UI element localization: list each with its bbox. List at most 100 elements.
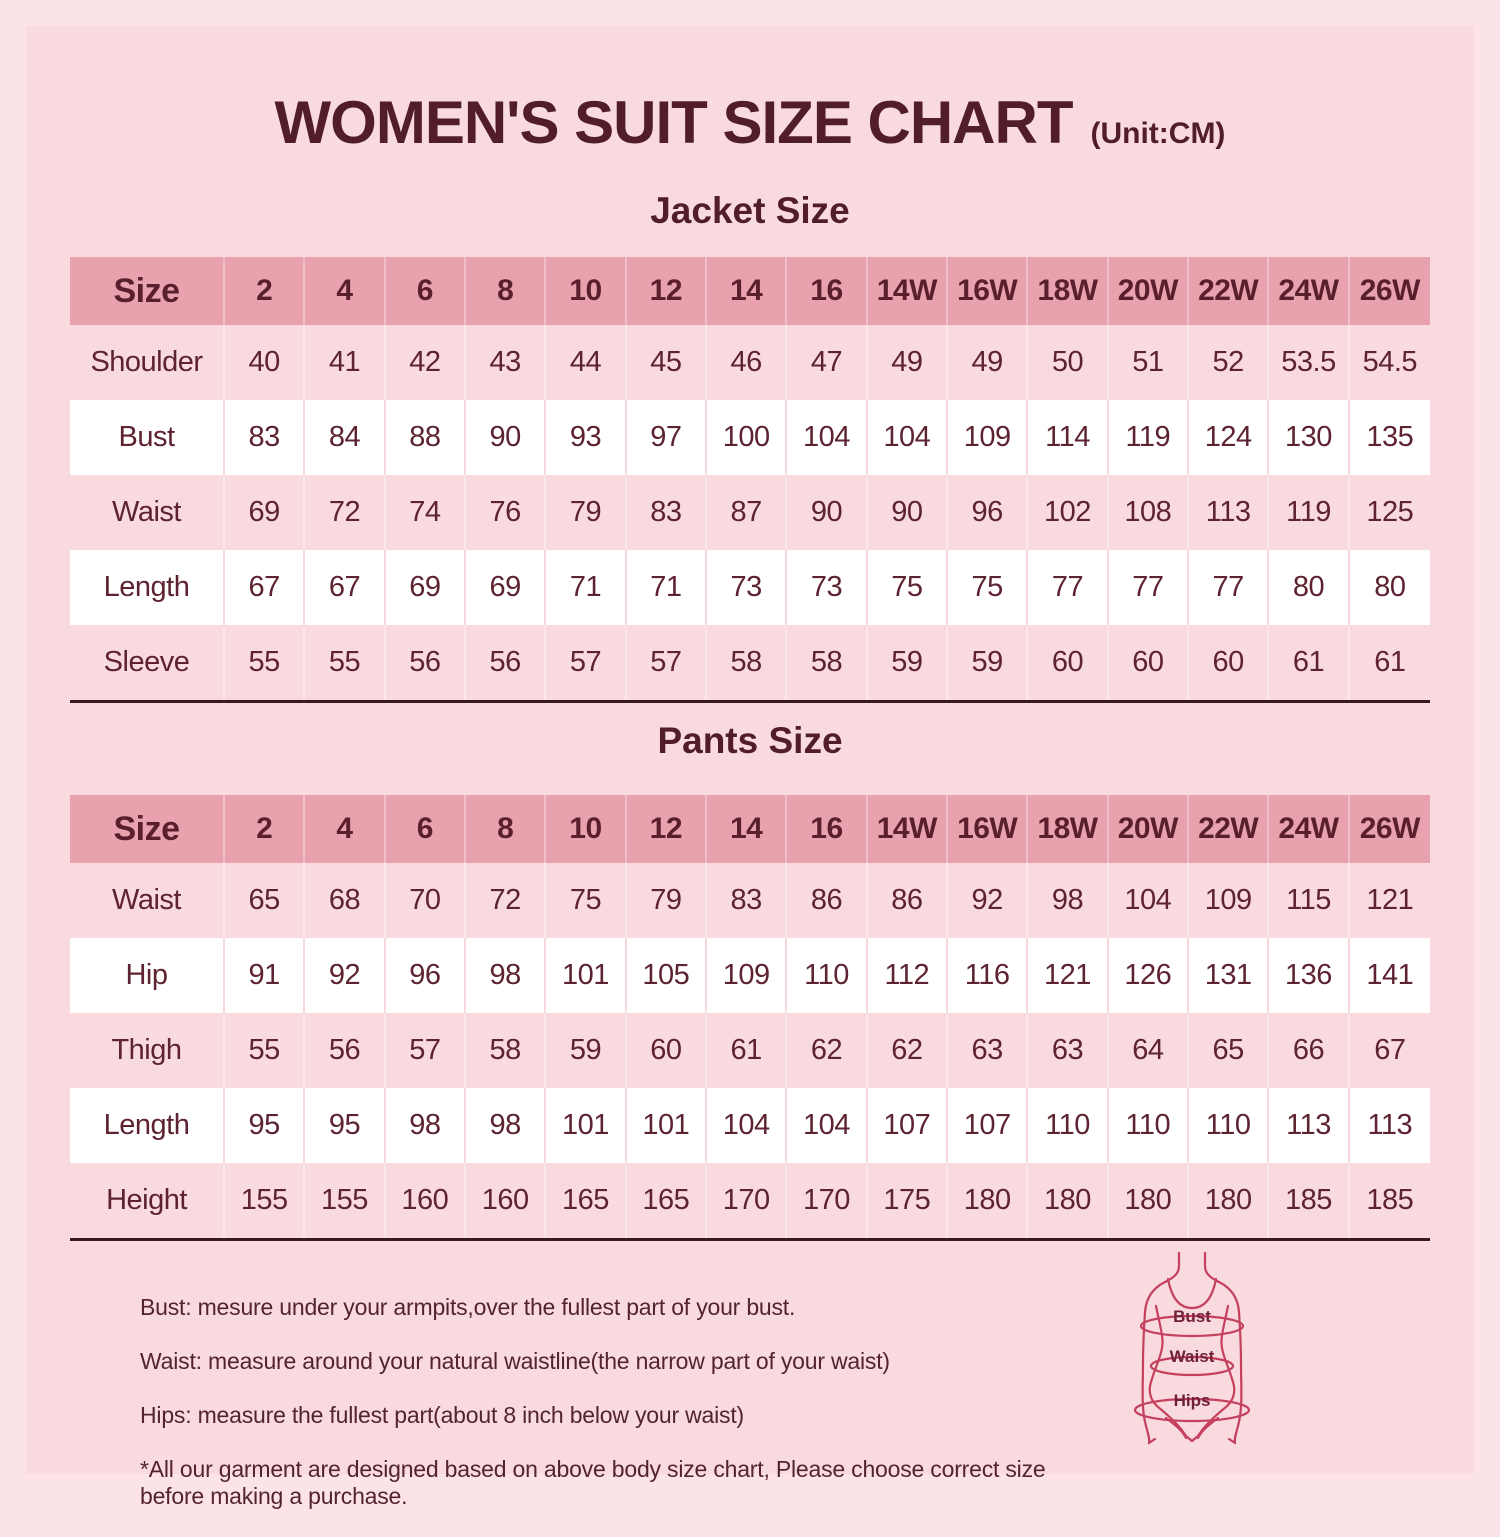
value-cell: 49 xyxy=(948,325,1029,400)
value-cell: 77 xyxy=(1189,550,1270,625)
value-cell: 40 xyxy=(225,325,306,400)
value-cell: 69 xyxy=(466,550,547,625)
size-column-header: 24W xyxy=(1269,795,1350,863)
value-cell: 42 xyxy=(386,325,466,400)
value-cell: 180 xyxy=(1189,1163,1270,1238)
size-column-header: 22W xyxy=(1189,795,1270,863)
value-cell: 135 xyxy=(1366,421,1414,453)
size-column-header: 14W xyxy=(868,795,948,863)
value-cell: 87 xyxy=(707,475,788,550)
value-cell: 136 xyxy=(1269,938,1350,1013)
value-cell: 95 xyxy=(305,1088,386,1163)
size-column-header: 18W xyxy=(1028,795,1109,863)
value-cell: 77 xyxy=(1109,550,1189,625)
value-cell: 90 xyxy=(466,400,547,475)
value-cell: 41 xyxy=(305,325,386,400)
value-cell: 95 xyxy=(225,1088,306,1163)
value-cell: 130 xyxy=(1269,400,1350,475)
value-cell: 50 xyxy=(1028,325,1109,400)
value-cell: 57 xyxy=(627,625,707,700)
value-cell: 67 xyxy=(1374,1034,1406,1066)
size-column-header: 16W xyxy=(948,257,1029,325)
value-cell: 113 xyxy=(1269,1088,1350,1163)
value-cell: 83 xyxy=(627,475,707,550)
value-cell: 121 xyxy=(1366,884,1414,916)
value-cell: 65 xyxy=(1189,1013,1270,1088)
value-cell: 104 xyxy=(787,400,868,475)
value-cell: 125 xyxy=(1366,496,1414,528)
size-column-header: 10 xyxy=(546,257,627,325)
value-cell: 165 xyxy=(627,1163,707,1238)
value-cell: 102 xyxy=(1028,475,1109,550)
value-cell: 71 xyxy=(546,550,627,625)
value-cell: 65 xyxy=(225,863,306,938)
size-column-header: 20W xyxy=(1109,257,1189,325)
value-cell: 141 xyxy=(1366,959,1414,991)
value-cell: 104 xyxy=(707,1088,788,1163)
value-cell: 57 xyxy=(386,1013,466,1088)
value-cell: 110 xyxy=(1189,1088,1270,1163)
size-chart-page: WOMEN'S SUIT SIZE CHART (Unit:CM) Jacket… xyxy=(26,26,1474,1509)
size-column-header: 10 xyxy=(546,795,627,863)
size-header-cell: Size xyxy=(70,795,225,863)
value-cell: 55 xyxy=(305,625,386,700)
value-cell: 49 xyxy=(868,325,948,400)
value-cell: 155 xyxy=(225,1163,306,1238)
value-cell: 98 xyxy=(386,1088,466,1163)
page-title-row: WOMEN'S SUIT SIZE CHART (Unit:CM) xyxy=(26,88,1474,157)
torso-outline-icon: Bust Waist Hips xyxy=(1133,1251,1251,1445)
value-cell: 83 xyxy=(707,863,788,938)
value-cell: 52 xyxy=(1189,325,1270,400)
value-cell: 110 xyxy=(1028,1088,1109,1163)
size-column-header: 16W xyxy=(948,795,1029,863)
unit-label: (Unit:CM) xyxy=(1090,117,1226,150)
value-cell: 69 xyxy=(386,550,466,625)
value-cell: 62 xyxy=(868,1013,948,1088)
value-cell: 72 xyxy=(466,863,547,938)
value-cell: 44 xyxy=(546,325,627,400)
value-cell: 107 xyxy=(868,1088,948,1163)
value-cell: 86 xyxy=(868,863,948,938)
value-cell: 63 xyxy=(1028,1013,1109,1088)
value-cell: 43 xyxy=(466,325,547,400)
value-cell: 170 xyxy=(787,1163,868,1238)
size-column-header: 14W xyxy=(868,257,948,325)
value-cell: 96 xyxy=(386,938,466,1013)
value-cell: 61 xyxy=(707,1013,788,1088)
value-cell: 74 xyxy=(386,475,466,550)
size-column-header: 20W xyxy=(1109,795,1189,863)
value-cell: 160 xyxy=(466,1163,547,1238)
value-cell: 75 xyxy=(868,550,948,625)
value-cell: 64 xyxy=(1109,1013,1189,1088)
value-cell: 83 xyxy=(225,400,306,475)
table-row: Length 95 95 98 98 101 101 104 104 107 107 110 110 11… xyxy=(70,1088,1430,1163)
value-cell: 119 xyxy=(1269,475,1350,550)
value-cell: 98 xyxy=(466,938,547,1013)
row-label-cell: Sleeve xyxy=(70,625,225,700)
value-cell: 58 xyxy=(466,1013,547,1088)
body-measurement-figure: Bust Waist Hips xyxy=(1122,1248,1262,1448)
value-cell: 73 xyxy=(707,550,788,625)
value-cell: 71 xyxy=(627,550,707,625)
size-column-header: 8 xyxy=(466,257,547,325)
value-cell: 160 xyxy=(386,1163,466,1238)
value-cell: 180 xyxy=(948,1163,1029,1238)
value-cell: 180 xyxy=(1109,1163,1189,1238)
row-label-cell: Length xyxy=(70,550,225,625)
value-cell: 79 xyxy=(627,863,707,938)
value-cell: 60 xyxy=(627,1013,707,1088)
value-cell: 75 xyxy=(546,863,627,938)
value-cell: 109 xyxy=(948,400,1029,475)
row-label-cell: Waist xyxy=(70,863,225,938)
size-column-header: 14 xyxy=(707,257,788,325)
size-column-header: 4 xyxy=(305,795,386,863)
value-cell: 113 xyxy=(1189,475,1270,550)
row-label-cell: Thigh xyxy=(70,1013,225,1088)
measurement-notes: Bust: mesure under your armpits,over the… xyxy=(140,1294,1090,1537)
value-cell: 58 xyxy=(787,625,868,700)
value-cell: 60 xyxy=(1109,625,1189,700)
waist-label: Waist xyxy=(1170,1347,1215,1366)
row-label-cell: Height xyxy=(70,1163,225,1238)
value-cell: 116 xyxy=(948,938,1029,1013)
value-cell: 47 xyxy=(787,325,868,400)
